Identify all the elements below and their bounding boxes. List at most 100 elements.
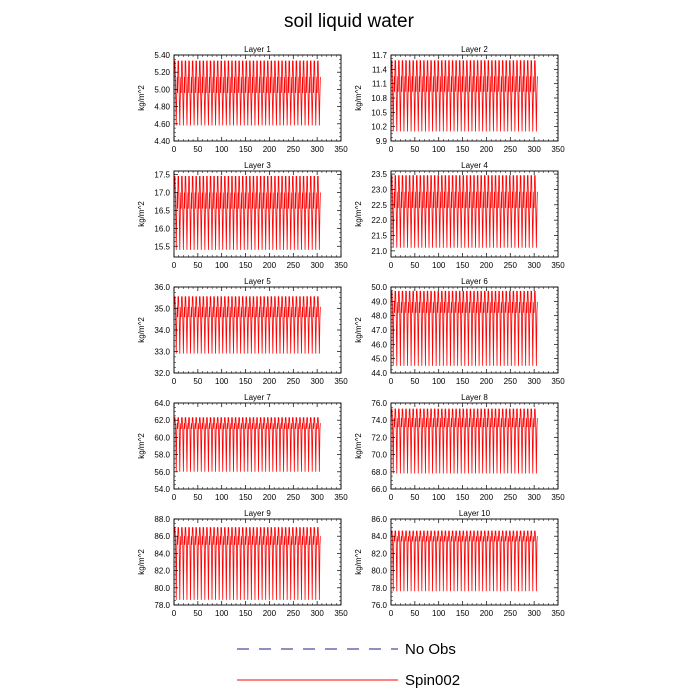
y-tick-label: 54.0 (154, 485, 170, 494)
x-tick-label: 200 (480, 609, 494, 618)
y-tick-label: 84.0 (154, 549, 170, 558)
y-tick-label: 46.0 (371, 340, 387, 349)
x-tick-label: 300 (527, 145, 541, 154)
y-tick-label: 44.0 (371, 369, 387, 378)
x-tick-label: 300 (310, 377, 324, 386)
y-tick-label: 32.0 (154, 369, 170, 378)
y-tick-label: 5.00 (154, 85, 170, 94)
y-tick-label: 22.0 (371, 216, 387, 225)
x-tick-label: 150 (239, 609, 253, 618)
y-tick-label: 16.5 (154, 206, 170, 215)
x-tick-label: 200 (480, 145, 494, 154)
x-tick-label: 100 (432, 145, 446, 154)
x-tick-label: 150 (456, 609, 470, 618)
series-line-spin002 (173, 60, 321, 126)
y-tick-label: 47.0 (371, 326, 387, 335)
y-tick-label: 35.0 (154, 305, 170, 314)
y-tick-label: 80.0 (371, 567, 387, 576)
x-tick-label: 200 (263, 261, 277, 270)
x-tick-label: 0 (389, 377, 394, 386)
x-tick-label: 350 (551, 493, 565, 502)
x-tick-label: 250 (504, 261, 518, 270)
x-tick-label: 300 (527, 493, 541, 502)
x-tick-label: 200 (480, 377, 494, 386)
x-tick-label: 50 (410, 493, 419, 502)
panel-layer-2: Layer 2 0 50 100 150 200 250 300 350 9.9 10.2 10.5 1… (354, 45, 565, 154)
panel-layer-10: Layer 10 0 50 100 150 200 250 300 350 76.0 78.0 80.… (354, 509, 565, 618)
y-tick-label: 70.0 (371, 451, 387, 460)
y-tick-label: 4.40 (154, 137, 170, 146)
y-tick-label: 4.80 (154, 103, 170, 112)
x-tick-label: 250 (504, 377, 518, 386)
panels: Layer 10 50 100 150 200 250 300 3504.404.604.80… (137, 45, 565, 618)
panel-layer-4: Layer 4 0 50 100 150 200 250 300 350 21.0 21.5 22.0… (354, 161, 565, 270)
x-tick-label: 0 (389, 493, 394, 502)
panel-title: Layer 4 (461, 161, 488, 170)
y-axis-label: kg/m^2 (137, 317, 146, 343)
y-tick-label: 76.0 (371, 601, 387, 610)
series-line-spin002 (173, 417, 321, 472)
x-tick-label: 350 (551, 145, 565, 154)
panel-layer-1: Layer 1 0 50 100 150 200 250 300 350 4.40 4.60 4.80… (137, 45, 348, 154)
series-line-spin002 (390, 175, 538, 248)
x-tick-label: 150 (456, 145, 470, 154)
x-tick-label: 50 (193, 145, 202, 154)
y-tick-label: 21.5 (371, 232, 387, 241)
x-tick-label: 200 (480, 261, 494, 270)
y-tick-label: 45.0 (371, 355, 387, 364)
x-tick-label: 150 (239, 261, 253, 270)
series-line-spin002 (390, 290, 538, 366)
panel-title: Layer 6 (461, 277, 488, 286)
y-tick-label: 23.5 (371, 170, 387, 179)
panel-layer-7: Layer 7 0 50 100 150 200 250 300 350 54.0 56.0 58.0… (137, 393, 348, 502)
y-tick-label: 11.4 (372, 65, 388, 74)
y-tick-label: 86.0 (371, 515, 387, 524)
x-tick-label: 100 (432, 261, 446, 270)
panel-title: Layer 9 (244, 509, 271, 518)
y-tick-label: 49.0 (371, 297, 387, 306)
x-tick-label: 0 (389, 609, 394, 618)
x-tick-label: 200 (263, 145, 277, 154)
y-tick-label: 84.0 (371, 532, 387, 541)
y-tick-label: 5.20 (154, 68, 170, 77)
x-tick-label: 100 (215, 609, 229, 618)
y-tick-label: 10.8 (371, 94, 387, 103)
legend-label-spin002: Spin002 (405, 672, 460, 689)
plot-frame (390, 170, 559, 258)
x-tick-label: 200 (480, 493, 494, 502)
x-tick-label: 100 (432, 377, 446, 386)
y-axis-label: kg/m^2 (137, 549, 146, 575)
y-tick-label: 66.0 (371, 485, 387, 494)
y-tick-label: 11.1 (372, 80, 388, 89)
x-tick-label: 250 (287, 609, 301, 618)
series-line-spin002 (390, 408, 538, 474)
y-tick-label: 48.0 (371, 312, 387, 321)
figure-title: soil liquid water (284, 11, 415, 32)
panel-title: Layer 8 (461, 393, 488, 402)
y-tick-label: 17.5 (154, 171, 170, 180)
y-axis-label: kg/m^2 (354, 433, 363, 459)
y-tick-label: 23.0 (371, 185, 387, 194)
panel-title: Layer 5 (244, 277, 271, 286)
y-tick-label: 60.0 (154, 433, 170, 442)
y-tick-label: 78.0 (154, 601, 170, 610)
x-tick-label: 300 (527, 261, 541, 270)
x-tick-label: 300 (310, 261, 324, 270)
y-tick-label: 64.0 (154, 399, 170, 408)
x-tick-label: 300 (310, 145, 324, 154)
panel-layer-5: Layer 5 0 50 100 150 200 250 300 350 32.0 33.0 34.0… (137, 277, 348, 386)
panel-layer-8: Layer 8 0 50 100 150 200 250 300 350 66.0 68.0 70.0… (354, 393, 565, 502)
y-tick-label: 62.0 (154, 416, 170, 425)
x-tick-label: 250 (504, 493, 518, 502)
x-tick-label: 0 (389, 261, 394, 270)
series-line-spin002 (173, 527, 321, 600)
x-tick-label: 50 (193, 493, 202, 502)
x-tick-label: 50 (410, 609, 419, 618)
x-tick-label: 250 (287, 377, 301, 386)
x-tick-label: 250 (504, 609, 518, 618)
x-tick-label: 100 (215, 261, 229, 270)
x-tick-label: 150 (239, 145, 253, 154)
x-tick-label: 300 (310, 609, 324, 618)
y-tick-label: 10.2 (371, 123, 387, 132)
